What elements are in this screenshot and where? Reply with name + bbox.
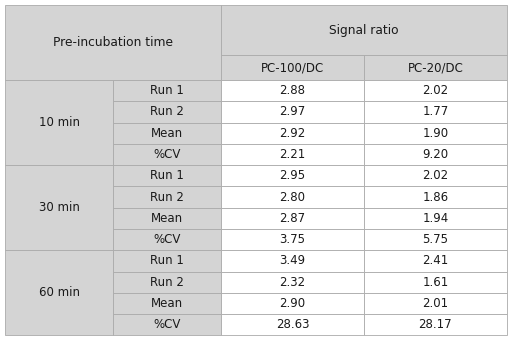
Bar [221,55,364,80]
Bar [113,101,221,122]
Bar [364,272,507,293]
Bar [364,122,507,144]
Text: Mean: Mean [151,212,183,225]
Bar [221,229,364,250]
Text: 3.49: 3.49 [280,255,306,267]
Text: 28.17: 28.17 [419,318,452,331]
Bar [113,250,221,272]
Bar [221,165,364,186]
Text: 2.87: 2.87 [280,212,306,225]
Bar [221,208,364,229]
Bar [221,272,364,293]
Text: 2.21: 2.21 [279,148,306,161]
Bar [221,250,364,272]
Bar [364,101,507,122]
Text: 9.20: 9.20 [422,148,449,161]
Text: 2.02: 2.02 [422,169,449,182]
Text: %CV: %CV [153,318,181,331]
Text: Run 1: Run 1 [150,255,184,267]
Bar [5,165,113,250]
Bar [5,80,113,165]
Text: 3.75: 3.75 [280,233,305,246]
Text: 2.80: 2.80 [280,191,305,204]
Text: Signal ratio: Signal ratio [329,24,399,37]
Text: 2.01: 2.01 [422,297,449,310]
Text: PC-20/DC: PC-20/DC [408,61,463,74]
Bar [5,250,113,335]
Bar [364,165,507,186]
Bar [364,229,507,250]
Bar [113,144,221,165]
Bar [364,55,507,80]
Text: 2.32: 2.32 [280,276,306,289]
Text: 2.95: 2.95 [280,169,306,182]
Bar [364,186,507,208]
Text: Run 2: Run 2 [150,276,184,289]
Text: 2.97: 2.97 [279,106,306,118]
Bar [221,80,364,101]
Bar [113,314,221,335]
Text: %CV: %CV [153,233,181,246]
Text: 2.41: 2.41 [422,255,449,267]
Text: 60 min: 60 min [38,286,79,299]
Bar [113,165,221,186]
Bar [113,122,221,144]
Text: Mean: Mean [151,297,183,310]
Bar [364,144,507,165]
Text: 1.61: 1.61 [422,276,449,289]
Bar [364,314,507,335]
Bar [364,293,507,314]
Text: 1.90: 1.90 [422,127,449,140]
Text: PC-100/DC: PC-100/DC [261,61,324,74]
Text: 2.92: 2.92 [279,127,306,140]
Text: 2.02: 2.02 [422,84,449,97]
Text: 2.90: 2.90 [280,297,306,310]
Bar [113,80,221,101]
Text: 5.75: 5.75 [422,233,449,246]
Text: 10 min: 10 min [38,116,79,129]
Text: Mean: Mean [151,127,183,140]
Bar [221,101,364,122]
Bar [113,272,221,293]
Text: %CV: %CV [153,148,181,161]
Bar [221,293,364,314]
Text: Run 2: Run 2 [150,191,184,204]
Bar [113,186,221,208]
Text: 1.77: 1.77 [422,106,449,118]
Bar [221,5,507,55]
Bar [221,122,364,144]
Text: 28.63: 28.63 [275,318,309,331]
Bar [113,229,221,250]
Text: 2.88: 2.88 [280,84,305,97]
Bar [5,5,221,80]
Bar [221,314,364,335]
Bar [113,293,221,314]
Text: 1.86: 1.86 [422,191,449,204]
Bar [221,186,364,208]
Text: 30 min: 30 min [38,201,79,214]
Bar [364,208,507,229]
Text: Run 1: Run 1 [150,169,184,182]
Bar [221,144,364,165]
Text: Run 2: Run 2 [150,106,184,118]
Text: 1.94: 1.94 [422,212,449,225]
Text: Run 1: Run 1 [150,84,184,97]
Text: Pre-incubation time: Pre-incubation time [53,36,173,49]
Bar [113,208,221,229]
Bar [364,80,507,101]
Bar [364,250,507,272]
